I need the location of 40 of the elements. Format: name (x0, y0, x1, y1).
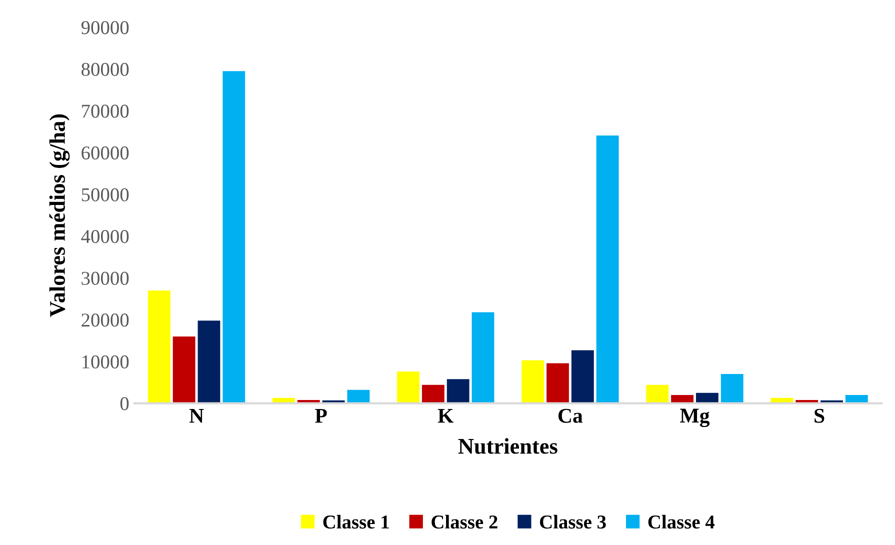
bar (646, 384, 669, 404)
y-tick-label: 60000 (82, 146, 129, 160)
bar (172, 336, 196, 404)
bar (596, 135, 619, 404)
y-tick-label: 80000 (82, 62, 129, 76)
y-tick-label: 30000 (82, 272, 129, 285)
bar (472, 312, 494, 404)
y-tick-label: 20000 (82, 314, 129, 327)
x-tick-label: Mg (680, 408, 710, 428)
bar (696, 392, 718, 404)
bar (720, 374, 744, 404)
x-axis-title: Nutrientes (458, 438, 558, 454)
y-axis-title: Valores médios (g/ha) (49, 114, 70, 317)
legend-label: Classe 2 (432, 514, 498, 529)
y-tick-label: 90000 (81, 21, 129, 34)
bar (546, 363, 569, 404)
bar (347, 390, 370, 404)
y-tick-label: 50000 (82, 188, 129, 202)
y-tick-label: 70000 (82, 104, 129, 118)
x-tick-label: K (438, 408, 454, 423)
y-tick-label: 0 (120, 397, 129, 410)
bar (671, 394, 694, 404)
bar (422, 384, 444, 404)
bar (222, 71, 246, 404)
x-tick-label: Ca (558, 408, 583, 423)
legend-label: Classe 3 (540, 514, 606, 529)
x-tick-label: S (814, 408, 824, 423)
legend-label: Classe 4 (648, 514, 715, 529)
bar (522, 360, 544, 404)
bar (446, 379, 470, 404)
bar (571, 350, 594, 404)
x-tick-label: P (315, 408, 327, 423)
bar (845, 394, 868, 404)
legend-label: Classe 1 (323, 514, 389, 529)
y-tick-label: 40000 (81, 230, 129, 244)
bar (148, 290, 170, 404)
y-tick-label: 10000 (82, 355, 129, 368)
x-tick-label: N (189, 408, 204, 423)
bar (198, 320, 220, 404)
bar (397, 372, 420, 404)
